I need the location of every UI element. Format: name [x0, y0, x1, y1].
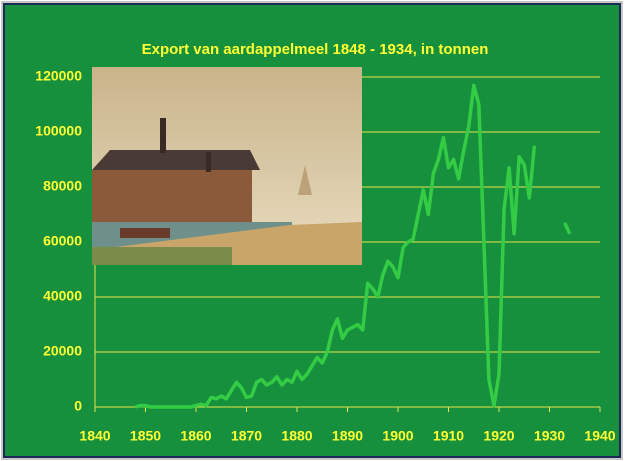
x-tick-label: 1840 — [79, 428, 110, 444]
x-tick-label: 1910 — [433, 428, 464, 444]
x-tick-label: 1900 — [382, 428, 413, 444]
chart-title: Export van aardappelmeel 1848 - 1934, in… — [142, 41, 489, 58]
x-tick-label: 1850 — [130, 428, 161, 444]
painting-grass — [92, 247, 232, 265]
x-tick-label: 1890 — [332, 428, 363, 444]
x-tick-label: 1930 — [534, 428, 565, 444]
chart: Export van aardappelmeel 1848 - 1934, in… — [0, 0, 624, 461]
x-tick-label: 1860 — [180, 428, 211, 444]
y-tick-label: 120000 — [35, 68, 82, 84]
x-tick-label: 1940 — [584, 428, 615, 444]
painting — [92, 67, 362, 265]
painting-chimney — [206, 152, 211, 172]
painting-chimney — [160, 118, 166, 153]
painting-building — [92, 170, 252, 225]
x-tick-label: 1880 — [281, 428, 312, 444]
y-tick-label: 0 — [74, 398, 82, 414]
y-tick-label: 60000 — [43, 233, 82, 249]
y-tick-label: 40000 — [43, 288, 82, 304]
y-tick-label: 100000 — [35, 123, 82, 139]
painting-boat — [120, 228, 170, 238]
y-tick-label: 20000 — [43, 343, 82, 359]
y-tick-label: 80000 — [43, 178, 82, 194]
painting-roof — [92, 150, 260, 170]
x-tick-label: 1920 — [483, 428, 514, 444]
x-tick-label: 1870 — [231, 428, 262, 444]
